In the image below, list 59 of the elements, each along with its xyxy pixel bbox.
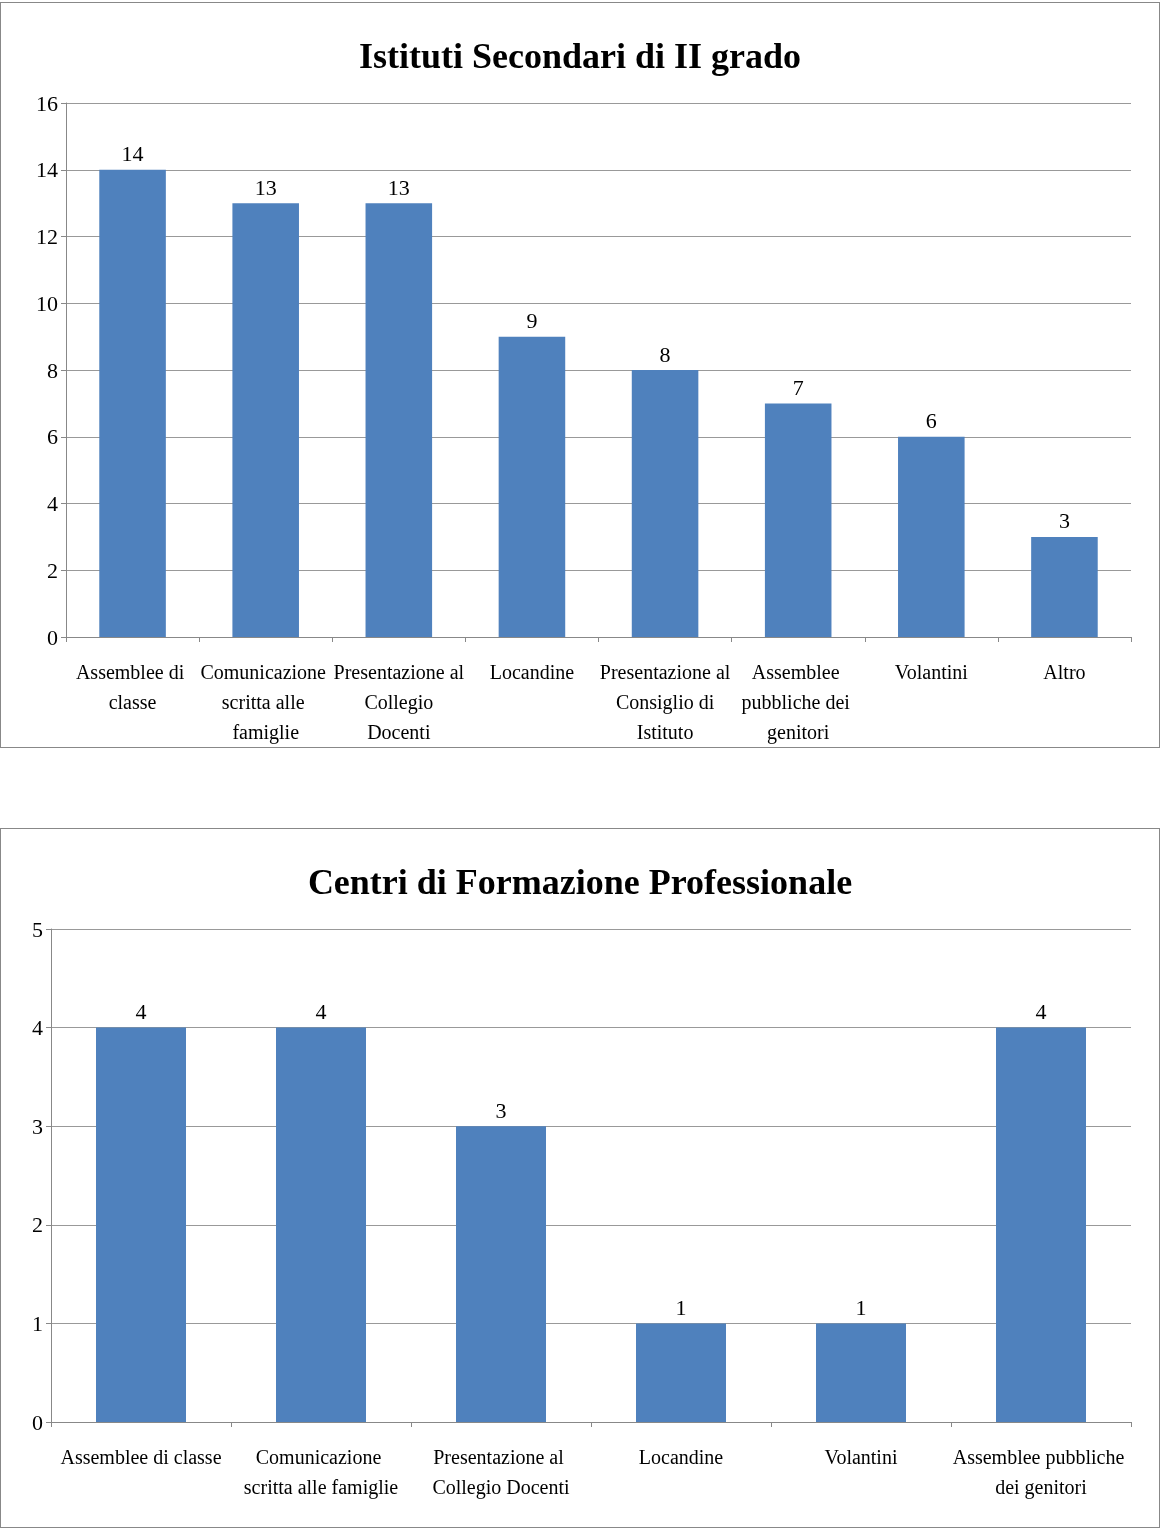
- y-tick-label: 10: [36, 290, 58, 316]
- bar: [996, 1027, 1086, 1422]
- data-label: 3: [495, 1097, 507, 1123]
- bar: [365, 203, 433, 637]
- data-label: 9: [526, 308, 538, 334]
- x-tick-label: Locandine: [489, 661, 575, 683]
- x-tick-label: Presentazione al Collegio Docenti: [333, 661, 465, 743]
- x-tick-label: Assemblee di classe: [75, 661, 190, 713]
- y-tick-label: 5: [32, 916, 43, 942]
- y-tick-label: 4: [32, 1015, 43, 1041]
- bar: [764, 403, 832, 637]
- x-tick-label: Assemblee pubbliche dei genitori: [741, 661, 855, 744]
- x-tick-label: Assemblee pubbliche dei genitori: [952, 1446, 1130, 1499]
- data-label: 4: [1035, 999, 1047, 1025]
- data-label: 1: [675, 1294, 687, 1320]
- bar: [898, 436, 965, 637]
- x-tick-label: Comunicazione scritta alle famiglie: [200, 661, 331, 744]
- chart-title: Centri di Formazione Professionale: [307, 862, 853, 902]
- x-tick-label: Locandine: [638, 1446, 724, 1468]
- y-tick-label: 0: [32, 1409, 43, 1435]
- bar: [276, 1027, 366, 1422]
- x-tick-label: Volantini: [824, 1446, 898, 1468]
- x-tick-label: Presentazione al Collegio Docenti: [432, 1446, 571, 1499]
- bar: [498, 336, 566, 637]
- bar: [232, 203, 299, 637]
- y-tick-label: 2: [32, 1212, 43, 1238]
- data-label: 8: [659, 341, 671, 367]
- bar: [636, 1323, 726, 1422]
- x-tick-label: Presentazione al Consiglio di Istituto: [599, 661, 731, 743]
- data-label: 3: [1058, 508, 1070, 534]
- bar: [96, 1027, 186, 1422]
- bar: [1031, 536, 1098, 637]
- data-label: 13: [387, 174, 410, 200]
- data-label: 13: [254, 174, 277, 200]
- data-label: 1: [855, 1294, 867, 1320]
- y-tick-label: 1: [32, 1310, 43, 1336]
- y-tick-label: 4: [47, 491, 58, 516]
- bar: [456, 1126, 546, 1422]
- x-tick-label: Comunicazione scritta alle famiglie: [243, 1446, 399, 1499]
- y-tick-label: 2: [47, 557, 58, 583]
- data-label: 14: [121, 141, 144, 167]
- y-tick-label: 6: [47, 424, 58, 450]
- chart-title: Istituti Secondari di II grado: [358, 36, 802, 76]
- data-label: 6: [925, 408, 937, 434]
- y-tick-label: 0: [47, 624, 58, 650]
- data-label: 4: [135, 999, 147, 1025]
- y-tick-label: 12: [36, 224, 58, 249]
- data-label: 7: [792, 374, 804, 400]
- y-tick-label: 16: [36, 90, 58, 116]
- bar: [816, 1323, 906, 1422]
- bar: [631, 370, 699, 637]
- y-tick-label: 14: [36, 157, 58, 183]
- bar: [99, 169, 166, 637]
- x-tick-label: Volantini: [894, 661, 969, 683]
- x-tick-label: Altro: [1043, 661, 1086, 683]
- data-label: 4: [315, 999, 327, 1025]
- y-tick-label: 8: [47, 357, 58, 383]
- y-tick-label: 3: [32, 1113, 43, 1139]
- x-tick-label: Assemblee di classe: [60, 1446, 222, 1468]
